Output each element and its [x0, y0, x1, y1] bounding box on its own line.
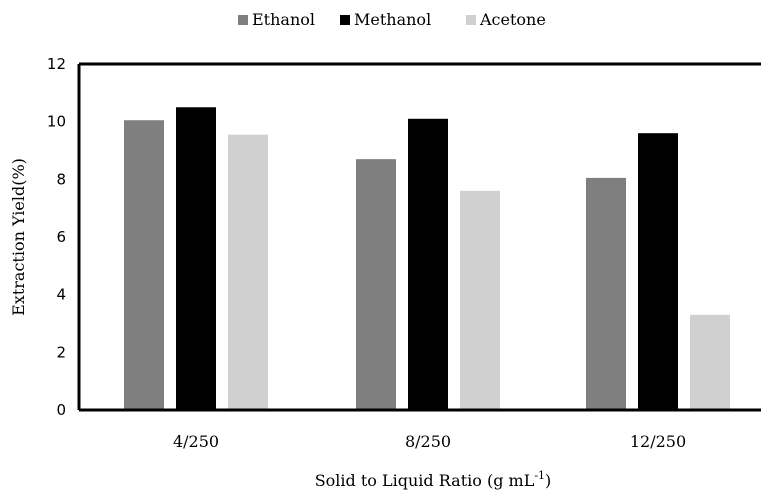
bar-methanol-3	[638, 133, 678, 409]
legend-swatch-ethanol	[238, 15, 248, 25]
x-axis-title-superscript: -1	[534, 469, 545, 482]
bar-ethanol-1	[124, 120, 164, 409]
y-tick-label: 8	[56, 170, 66, 188]
legend-label-methanol: Methanol	[354, 10, 431, 29]
bar-ethanol-3	[586, 177, 626, 409]
legend-label-acetone: Acetone	[479, 10, 546, 29]
bar-acetone-3	[690, 314, 730, 409]
x-axis-title: Solid to Liquid Ratio (g mL-1)	[315, 469, 552, 490]
bar-ethanol-2	[356, 159, 396, 409]
bar-methanol-1	[176, 107, 216, 409]
y-tick-label: 2	[56, 343, 66, 361]
x-tick-label: 4/250	[173, 432, 219, 451]
y-axis-title: Extraction Yield(%)	[9, 158, 28, 316]
y-tick-label: 6	[56, 228, 66, 246]
y-tick-label: 0	[56, 401, 66, 419]
plot-area: 0 2 4 6 8 10 12 4/250 8/250 12/250	[47, 55, 761, 451]
y-tick-label: 10	[47, 113, 66, 131]
x-tick-label: 8/250	[405, 432, 451, 451]
legend: Ethanol Methanol Acetone	[238, 10, 546, 29]
bar-acetone-2	[460, 190, 500, 409]
x-axis-title-suffix: )	[545, 471, 551, 490]
bars	[124, 107, 730, 409]
y-tick-labels: 0 2 4 6 8 10 12	[47, 55, 66, 419]
bar-acetone-1	[228, 134, 268, 409]
y-tick-label: 4	[56, 286, 66, 304]
bar-methanol-2	[408, 118, 448, 409]
legend-swatch-methanol	[340, 15, 350, 25]
legend-swatch-acetone	[466, 15, 476, 25]
x-tick-label: 12/250	[630, 432, 686, 451]
x-tick-labels: 4/250 8/250 12/250	[173, 432, 686, 451]
y-tick-label: 12	[47, 55, 66, 73]
legend-label-ethanol: Ethanol	[252, 10, 315, 29]
x-axis-title-text: Solid to Liquid Ratio (g mL	[315, 471, 535, 490]
